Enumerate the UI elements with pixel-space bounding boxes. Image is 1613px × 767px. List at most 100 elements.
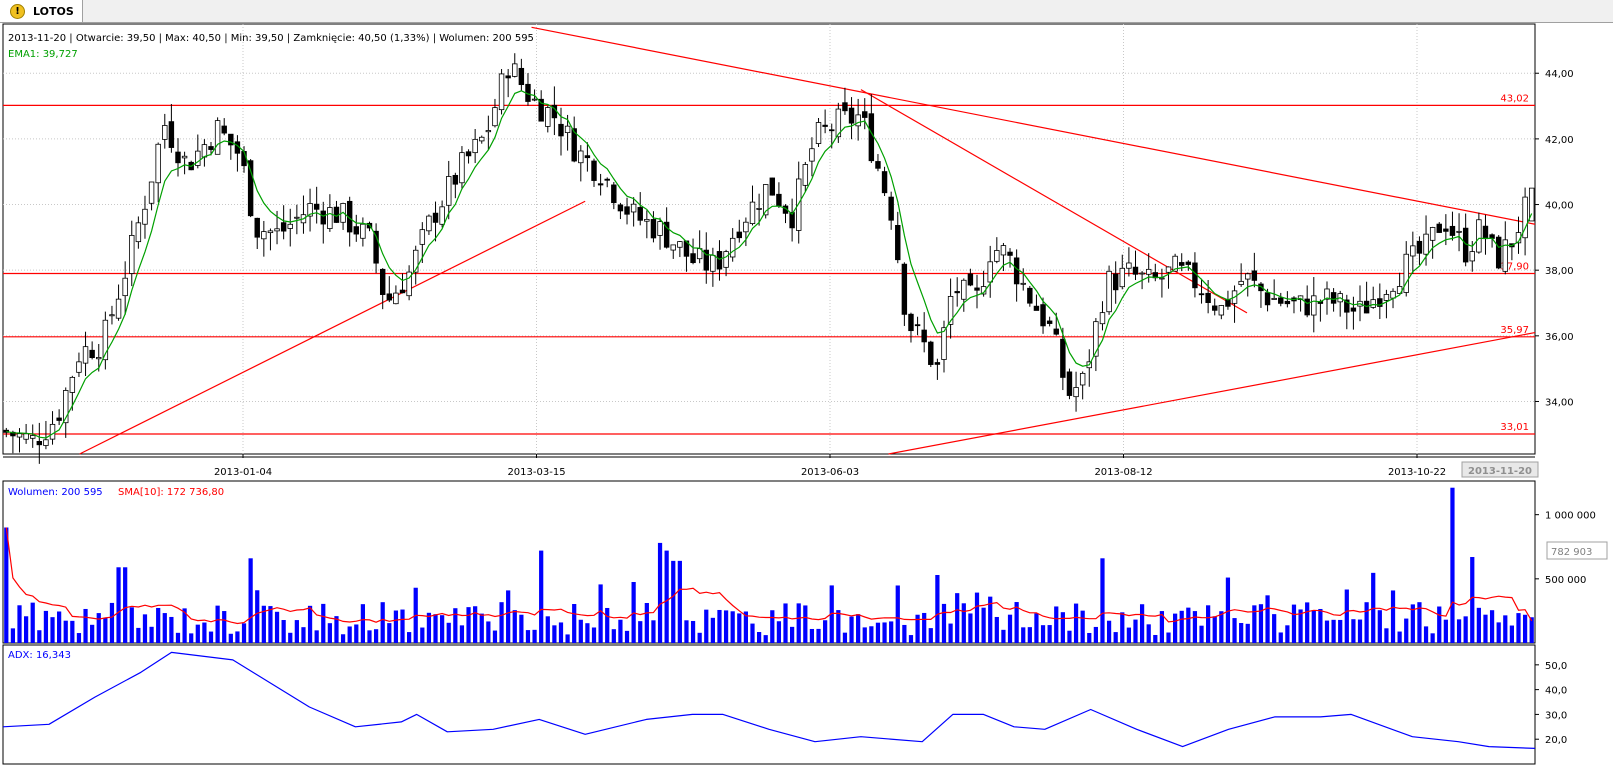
volume-bar [43,610,49,643]
volume-bar [182,608,187,643]
volume-bar [1146,624,1151,643]
adx-line [2,651,1536,749]
volume-bar [1338,619,1343,643]
volume-bar [1443,619,1448,643]
candle-body [247,160,254,217]
candle-body [630,203,637,213]
volume-bar [294,620,299,643]
volume-bar [1126,627,1132,643]
volume-bar [1503,615,1508,643]
candle-body [208,146,214,150]
volume-bar [301,627,306,643]
volume-bar [1034,613,1039,643]
candle-body [1212,305,1218,311]
level-label: 37,90 [1500,261,1529,272]
volume-bar [618,619,623,643]
candle-body [677,241,683,248]
volume-bar [1285,625,1290,643]
candle-body [650,219,657,239]
candle-body [538,98,544,122]
volume-bar [591,627,597,643]
volume-bar [1007,614,1013,643]
candle-body [241,151,247,167]
volume-bar [156,607,161,643]
volume-bar [1225,577,1231,643]
candle-body [954,291,960,294]
candle-body [479,136,485,142]
candle-body [974,287,980,291]
candle-body [1297,295,1304,300]
volume-bar [994,616,999,643]
adx-label: ADX: 16,343 [8,650,71,661]
volume-bar [525,630,531,643]
volume-bar [327,623,332,643]
candle-body [1416,240,1423,254]
tab-title: LOTOS [33,4,74,18]
candle-body [1528,187,1535,222]
volume-bar [955,593,960,643]
candle-body [822,124,828,127]
volume-bar [545,616,550,643]
volume-bar [737,613,742,643]
volume-bar [453,608,458,643]
candle-body [809,148,815,162]
candle-body [1099,312,1106,325]
volume-bar [1496,622,1501,643]
ema-line [6,90,1533,439]
candle-body [465,151,472,157]
volume-bar [598,584,603,643]
volume-bar [1239,622,1244,643]
candle-body [472,138,478,154]
volume-bar [255,590,260,643]
candle-body [690,253,696,264]
x-tick-label: 2013-10-22 [1388,467,1446,478]
candle-body [1330,292,1337,304]
tab-bar: ! LOTOS [0,0,1613,23]
volume-bar [572,604,577,643]
candle-body [1112,273,1119,291]
volume-bar [83,608,88,643]
candle-body [89,349,95,359]
volume-bar [1476,607,1481,643]
candle-body [545,107,551,127]
volume-bar [611,629,616,643]
volume-bar [96,613,101,643]
volume-bar [1324,620,1330,643]
adx-y-tick-label: 40,0 [1545,686,1567,697]
volume-bar [1456,619,1462,643]
candle-body [1126,262,1132,269]
volume-bar [1265,595,1270,643]
volume-bar [459,625,465,643]
volume-bar [1001,629,1006,643]
volume-bar [367,630,372,643]
candle-body [1245,273,1251,280]
volume-bar [539,550,544,643]
tab-lotos[interactable]: ! LOTOS [0,0,83,22]
volume-bar [638,621,643,643]
candle-body [637,207,643,221]
candle-body [895,224,901,261]
candle-body [1271,297,1277,300]
volume-bar [1390,590,1396,643]
candle-body [776,193,782,207]
volume-bar [1252,605,1257,643]
y-tick-label: 40,00 [1545,201,1574,212]
candle-body [1284,300,1291,305]
candle-body [1482,225,1489,240]
candle-body [373,230,379,264]
volume-bar [1040,625,1046,643]
volume-bar [1179,610,1184,643]
volume-bar [697,632,702,643]
candle-body [1106,270,1112,313]
candle-body [142,208,148,225]
volume-bar [506,590,511,643]
candle-body [802,164,809,186]
volume-bar [1318,608,1323,643]
candle-body [881,171,888,194]
candle-body [1502,239,1508,272]
volume-bar [76,633,82,643]
candle-body [96,357,102,360]
volume-bar [922,612,927,643]
candle-body [195,150,201,166]
